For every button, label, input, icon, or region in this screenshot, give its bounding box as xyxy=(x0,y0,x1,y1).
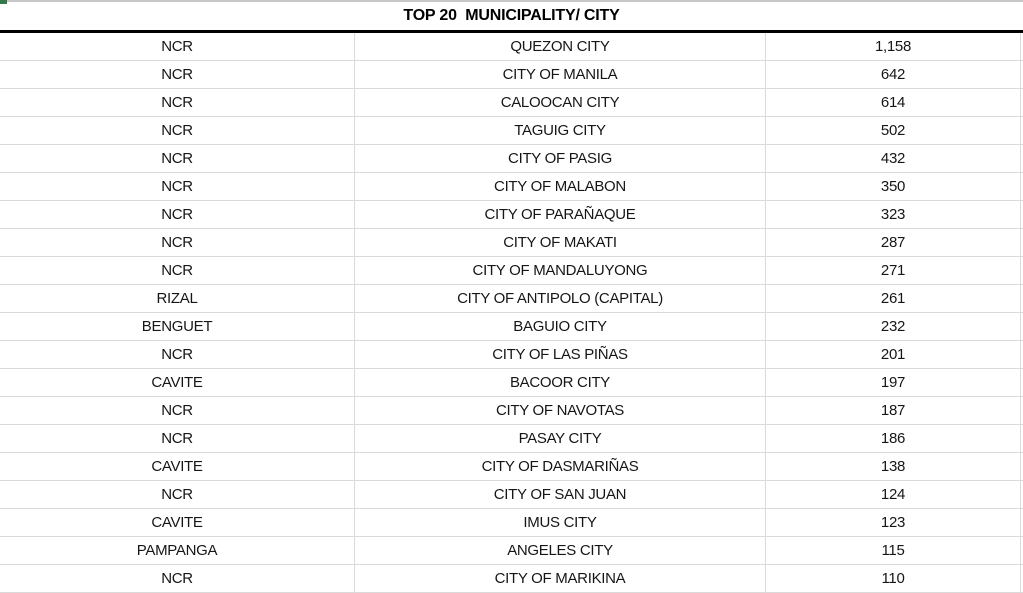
cell-region[interactable]: NCR xyxy=(0,201,355,228)
cell-region[interactable]: CAVITE xyxy=(0,453,355,480)
cell-count[interactable]: 271 xyxy=(766,257,1021,284)
table-row: NCR PASAY CITY 186 xyxy=(0,425,1023,453)
cell-count[interactable]: 138 xyxy=(766,453,1021,480)
table-row: CAVITE CITY OF DASMARIÑAS 138 xyxy=(0,453,1023,481)
cell-region[interactable]: CAVITE xyxy=(0,509,355,536)
green-cell-mark xyxy=(0,0,7,4)
cell-count[interactable]: 1,158 xyxy=(766,33,1021,60)
cell-municipality-city[interactable]: IMUS CITY xyxy=(355,509,766,536)
cell-municipality-city[interactable]: CITY OF DASMARIÑAS xyxy=(355,453,766,480)
cell-count[interactable]: 432 xyxy=(766,145,1021,172)
cell-region[interactable]: CAVITE xyxy=(0,369,355,396)
cell-count[interactable]: 124 xyxy=(766,481,1021,508)
table-row: NCR CITY OF MANILA 642 xyxy=(0,61,1023,89)
cell-region[interactable]: NCR xyxy=(0,61,355,88)
cell-municipality-city[interactable]: TAGUIG CITY xyxy=(355,117,766,144)
table-row: NCR CITY OF LAS PIÑAS 201 xyxy=(0,341,1023,369)
cell-count[interactable]: 187 xyxy=(766,397,1021,424)
cell-municipality-city[interactable]: CITY OF MARIKINA xyxy=(355,565,766,592)
table-row: NCR CALOOCAN CITY 614 xyxy=(0,89,1023,117)
cell-municipality-city[interactable]: CITY OF PARAÑAQUE xyxy=(355,201,766,228)
cell-municipality-city[interactable]: CITY OF MAKATI xyxy=(355,229,766,256)
cell-region[interactable]: PAMPANGA xyxy=(0,537,355,564)
cell-municipality-city[interactable]: CITY OF LAS PIÑAS xyxy=(355,341,766,368)
cell-region[interactable]: BENGUET xyxy=(0,313,355,340)
table-row: NCR QUEZON CITY 1,158 xyxy=(0,33,1023,61)
cell-municipality-city[interactable]: PASAY CITY xyxy=(355,425,766,452)
cell-count[interactable]: 350 xyxy=(766,173,1021,200)
table-row: NCR CITY OF NAVOTAS 187 xyxy=(0,397,1023,425)
cell-count[interactable]: 186 xyxy=(766,425,1021,452)
cell-count[interactable]: 642 xyxy=(766,61,1021,88)
table-title-cell[interactable]: TOP 20 MUNICIPALITY/ CITY xyxy=(0,2,1023,33)
cell-region[interactable]: NCR xyxy=(0,33,355,60)
table-body: NCR QUEZON CITY 1,158 NCR CITY OF MANILA 642 N… xyxy=(0,33,1023,593)
cell-count[interactable]: 287 xyxy=(766,229,1021,256)
cell-count[interactable]: 261 xyxy=(766,285,1021,312)
cell-count[interactable]: 232 xyxy=(766,313,1021,340)
cell-region[interactable]: NCR xyxy=(0,173,355,200)
cell-region[interactable]: NCR xyxy=(0,229,355,256)
cell-municipality-city[interactable]: QUEZON CITY xyxy=(355,33,766,60)
table-row: NCR CITY OF PARAÑAQUE 323 xyxy=(0,201,1023,229)
cell-region[interactable]: NCR xyxy=(0,117,355,144)
table-row: NCR CITY OF MAKATI 287 xyxy=(0,229,1023,257)
table-row: CAVITE IMUS CITY 123 xyxy=(0,509,1023,537)
cell-region[interactable]: NCR xyxy=(0,89,355,116)
cell-region[interactable]: NCR xyxy=(0,145,355,172)
cell-municipality-city[interactable]: CITY OF MANDALUYONG xyxy=(355,257,766,284)
cell-count[interactable]: 123 xyxy=(766,509,1021,536)
table-row: NCR CITY OF SAN JUAN 124 xyxy=(0,481,1023,509)
table-row: NCR TAGUIG CITY 502 xyxy=(0,117,1023,145)
cell-municipality-city[interactable]: BAGUIO CITY xyxy=(355,313,766,340)
top-gridline xyxy=(0,0,1023,4)
cell-count[interactable]: 197 xyxy=(766,369,1021,396)
cell-region[interactable]: NCR xyxy=(0,425,355,452)
cell-municipality-city[interactable]: CITY OF ANTIPOLO (CAPITAL) xyxy=(355,285,766,312)
table-row: NCR CITY OF MANDALUYONG 271 xyxy=(0,257,1023,285)
cell-region[interactable]: NCR xyxy=(0,257,355,284)
cell-municipality-city[interactable]: ANGELES CITY xyxy=(355,537,766,564)
table-row: CAVITE BACOOR CITY 197 xyxy=(0,369,1023,397)
table-row: RIZAL CITY OF ANTIPOLO (CAPITAL) 261 xyxy=(0,285,1023,313)
cell-municipality-city[interactable]: CITY OF NAVOTAS xyxy=(355,397,766,424)
cell-municipality-city[interactable]: CITY OF SAN JUAN xyxy=(355,481,766,508)
table-row: PAMPANGA ANGELES CITY 115 xyxy=(0,537,1023,565)
cell-municipality-city[interactable]: CITY OF MANILA xyxy=(355,61,766,88)
cell-region[interactable]: NCR xyxy=(0,341,355,368)
table-row: BENGUET BAGUIO CITY 232 xyxy=(0,313,1023,341)
cell-municipality-city[interactable]: CITY OF PASIG xyxy=(355,145,766,172)
cell-count[interactable]: 614 xyxy=(766,89,1021,116)
table-row: NCR CITY OF MARIKINA 110 xyxy=(0,565,1023,593)
cell-count[interactable]: 201 xyxy=(766,341,1021,368)
cell-count[interactable]: 502 xyxy=(766,117,1021,144)
cell-municipality-city[interactable]: CITY OF MALABON xyxy=(355,173,766,200)
cell-region[interactable]: NCR xyxy=(0,481,355,508)
cell-region[interactable]: NCR xyxy=(0,397,355,424)
cell-count[interactable]: 115 xyxy=(766,537,1021,564)
cell-municipality-city[interactable]: CALOOCAN CITY xyxy=(355,89,766,116)
table-row: NCR CITY OF MALABON 350 xyxy=(0,173,1023,201)
table-row: NCR CITY OF PASIG 432 xyxy=(0,145,1023,173)
cell-region[interactable]: NCR xyxy=(0,565,355,592)
cell-count[interactable]: 110 xyxy=(766,565,1021,592)
cell-municipality-city[interactable]: BACOOR CITY xyxy=(355,369,766,396)
cell-count[interactable]: 323 xyxy=(766,201,1021,228)
cell-region[interactable]: RIZAL xyxy=(0,285,355,312)
